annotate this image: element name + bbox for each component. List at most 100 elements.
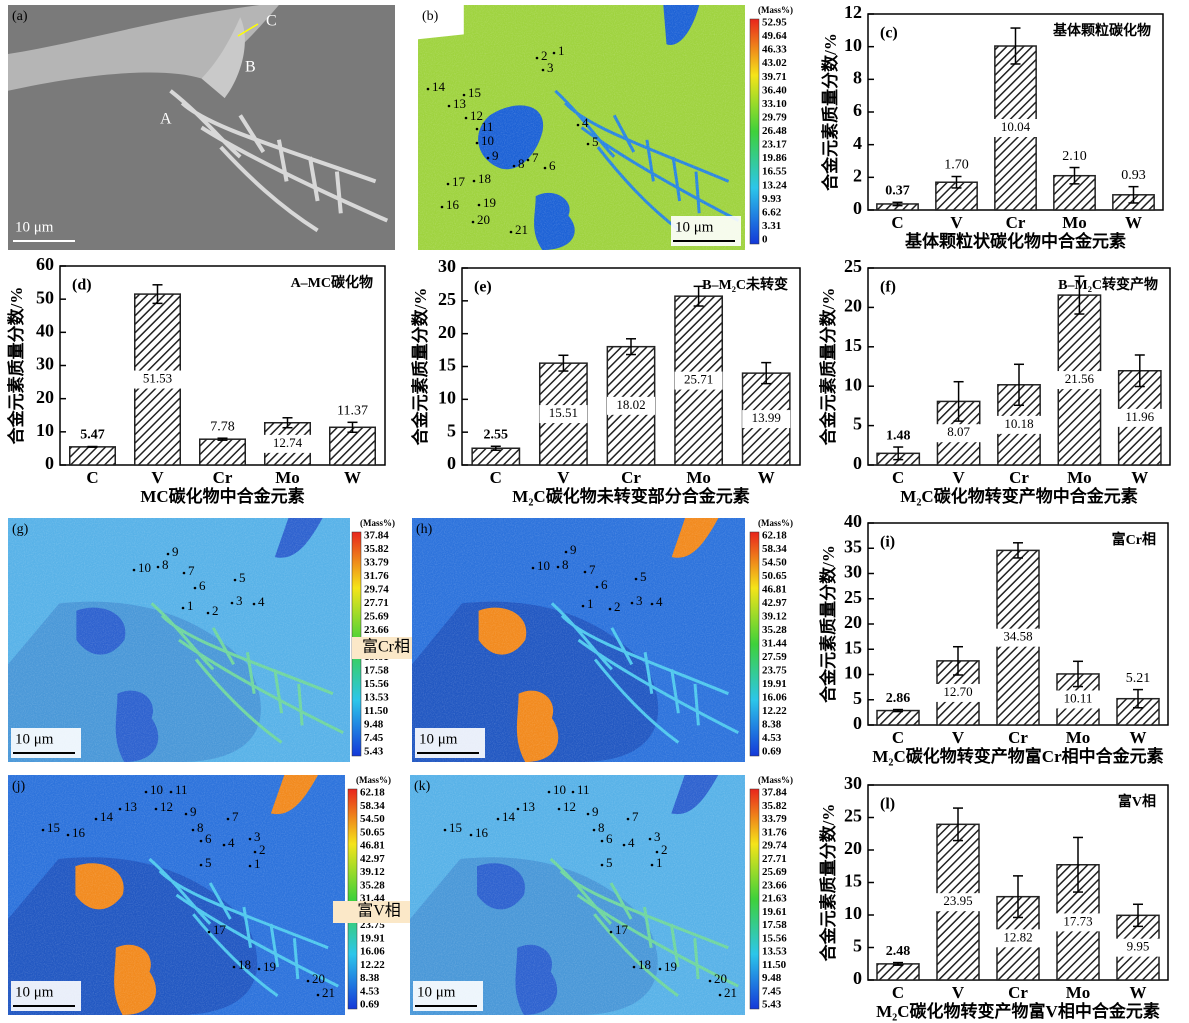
point-marker <box>648 837 652 841</box>
x-tick-label: V <box>557 468 570 487</box>
point-marker <box>181 606 185 610</box>
point-label: 10 <box>537 558 550 573</box>
point-label: 9 <box>492 148 499 163</box>
point-marker <box>600 839 604 843</box>
point-label: 7 <box>188 563 195 578</box>
point-marker <box>132 568 136 572</box>
point-label: 7 <box>232 809 239 824</box>
colorbar-label: 23.17 <box>762 139 787 151</box>
colorbar-label: 46.33 <box>762 44 787 56</box>
point-marker <box>708 979 712 983</box>
value-label: 10.04 <box>1001 119 1031 134</box>
y-tick-label: 0 <box>853 968 862 988</box>
value-label: 21.56 <box>1065 371 1095 386</box>
point-marker <box>595 585 599 589</box>
y-tick-label: 0 <box>853 713 862 733</box>
colorbar-label: 37.84 <box>762 787 787 799</box>
colorbar-label: 11.50 <box>364 705 389 717</box>
point-label: 4 <box>628 835 635 850</box>
value-label-bg <box>1054 690 1102 709</box>
y-tick-label: 20 <box>844 296 862 316</box>
colorbar-label: 13.53 <box>364 692 389 704</box>
value-label-bg <box>991 119 1040 138</box>
point-label: 1 <box>187 598 194 613</box>
phase-label: A <box>160 111 172 128</box>
colorbar-label: 8.38 <box>360 972 380 984</box>
point-marker <box>475 141 479 145</box>
point-label: 5 <box>205 855 212 870</box>
point-label: 7 <box>589 562 596 577</box>
point-label: 1 <box>558 43 565 58</box>
point-marker <box>446 182 450 186</box>
y-tick-label: 5 <box>853 414 862 434</box>
point-label: 17 <box>452 174 466 189</box>
x-tick-label: C <box>86 468 98 487</box>
texture <box>412 518 745 762</box>
point-marker <box>650 602 654 606</box>
colorbar-label: 46.81 <box>762 584 787 596</box>
point-marker <box>586 812 590 816</box>
value-label: 10.18 <box>1004 416 1033 431</box>
overlay-label: 富Cr相 <box>362 638 410 656</box>
colorbar-label: 15.56 <box>364 678 389 690</box>
point-marker <box>556 565 560 569</box>
y-tick-label: 15 <box>844 871 862 891</box>
point-label: 1 <box>254 856 261 871</box>
x-tick-label: V <box>950 213 963 232</box>
colorbar-label: 17.58 <box>762 919 787 931</box>
x-tick-label: Mo <box>1067 468 1092 487</box>
point-marker <box>464 116 468 120</box>
colorbar-label: 26.48 <box>762 125 787 137</box>
point-marker <box>475 127 479 131</box>
point-label: 9 <box>172 544 179 559</box>
colorbar-label: 31.76 <box>762 826 787 838</box>
panel-0: A B C (a) 10 μm <box>8 5 395 250</box>
point-marker <box>248 864 252 868</box>
panel-label: (b) <box>422 9 439 24</box>
y-tick-label: 60 <box>36 254 54 274</box>
point-marker <box>222 843 226 847</box>
chart-title: B–M₂C转变产物 <box>1058 276 1158 293</box>
image <box>8 775 345 1015</box>
bar <box>69 446 116 466</box>
point-marker <box>576 123 580 127</box>
x-tick-label: Mo <box>686 468 711 487</box>
point-marker <box>184 812 188 816</box>
colorbar-label: 3.31 <box>762 220 781 232</box>
value-label-bg <box>674 371 723 390</box>
bar <box>876 709 920 726</box>
point-label: 11 <box>175 782 188 797</box>
point-label: 8 <box>562 557 569 572</box>
point-label: 13 <box>124 799 137 814</box>
point-label: 10 <box>481 133 494 148</box>
y-tick-label: 5 <box>853 936 862 956</box>
point-marker <box>94 817 98 821</box>
point-marker <box>592 828 596 832</box>
point-label: 4 <box>258 594 265 609</box>
point-label: 21 <box>322 985 335 1000</box>
texture <box>418 5 745 250</box>
point-marker <box>226 817 230 821</box>
y-axis-label: 合金元素质量分数/% <box>818 288 838 446</box>
point-marker <box>650 863 654 867</box>
x-axis-label: M₂C碳化物转变产物富Cr相中合金元素 <box>872 746 1163 766</box>
value-label-bg <box>934 683 982 702</box>
y-tick-label: 10 <box>844 35 862 55</box>
image <box>410 775 745 1015</box>
x-tick-label: W <box>1130 728 1147 747</box>
x-tick-label: Cr <box>1008 983 1028 1002</box>
colorbar-label: 54.50 <box>762 557 787 569</box>
point-label: 8 <box>518 156 525 171</box>
colorbar-label: 16.06 <box>360 946 385 958</box>
value-label-bg <box>934 424 983 443</box>
panel-1: (Mass%)52.9549.6446.3343.0239.7136.4033.… <box>418 5 793 250</box>
point-marker <box>462 93 466 97</box>
point-marker <box>547 790 551 794</box>
colorbar-label: 54.50 <box>360 813 385 825</box>
point-marker <box>191 828 195 832</box>
colorbar-label: 35.82 <box>364 543 389 555</box>
point-marker <box>526 158 530 162</box>
colorbar-label: 11.50 <box>762 959 787 971</box>
y-tick-label: 10 <box>844 903 862 923</box>
point-marker <box>66 833 70 837</box>
